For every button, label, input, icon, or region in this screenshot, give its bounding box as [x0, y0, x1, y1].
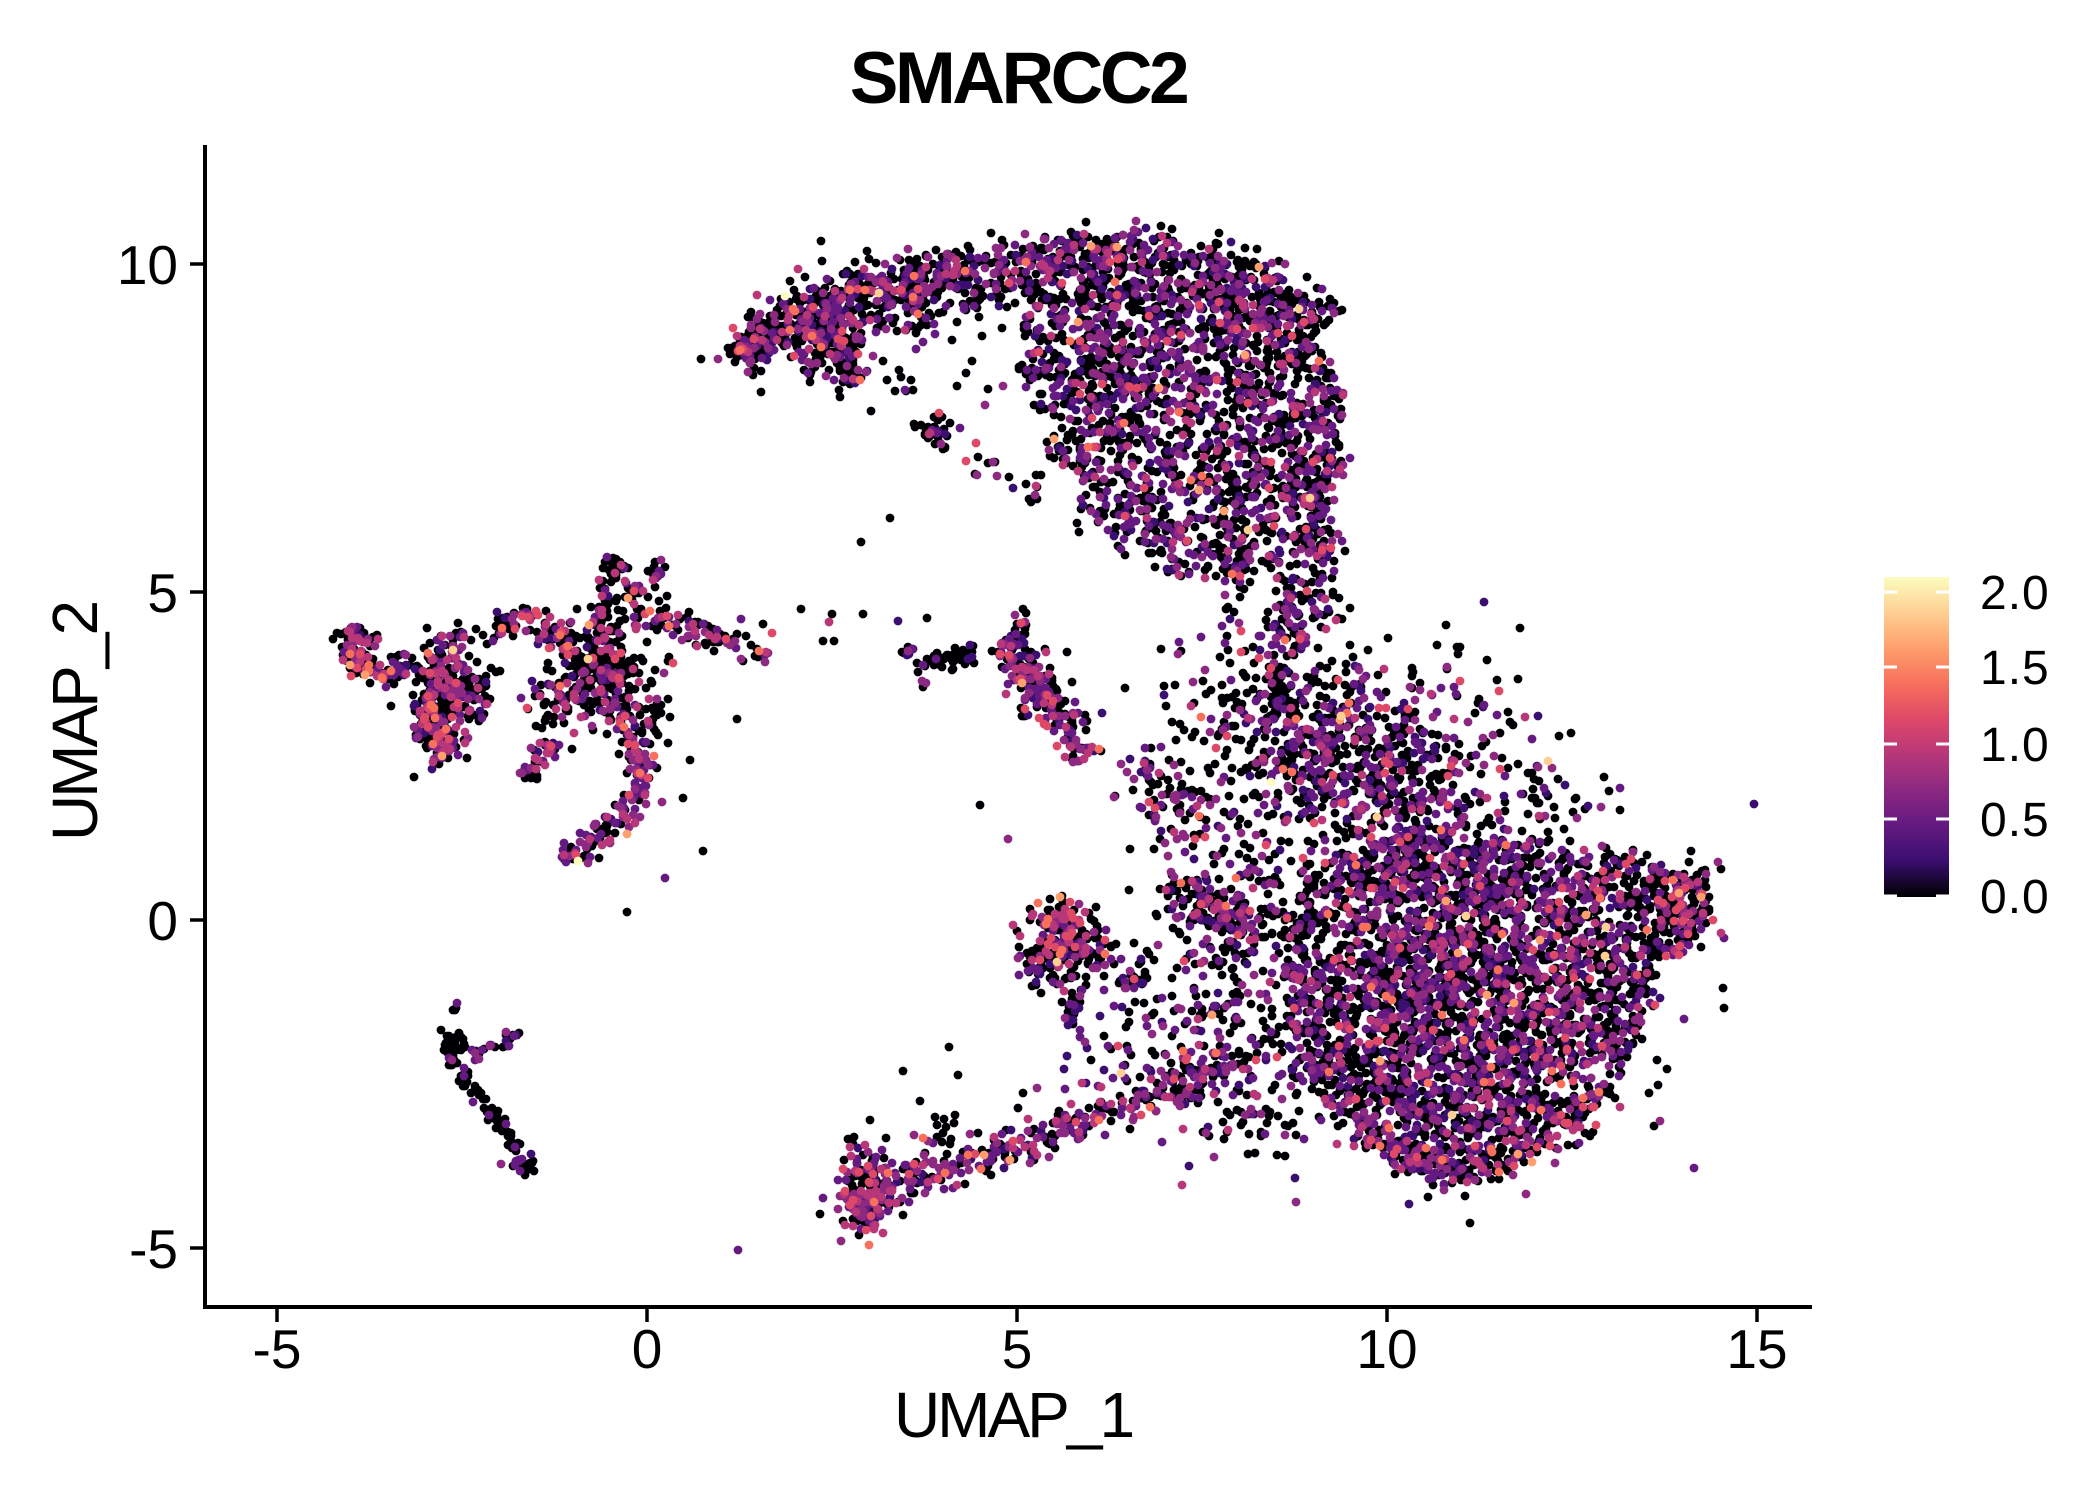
svg-text:1.0: 1.0 — [1980, 719, 2050, 772]
svg-text:UMAP_1: UMAP_1 — [894, 1379, 1133, 1451]
svg-text:1.5: 1.5 — [1980, 642, 2050, 695]
svg-text:0: 0 — [147, 890, 178, 952]
svg-text:-5: -5 — [253, 1318, 302, 1380]
svg-text:-5: -5 — [129, 1218, 178, 1280]
svg-text:2.0: 2.0 — [1980, 567, 2050, 620]
svg-text:5: 5 — [1002, 1318, 1033, 1380]
svg-text:SMARCC2: SMARCC2 — [850, 38, 1187, 119]
svg-text:0.5: 0.5 — [1980, 794, 2050, 847]
svg-text:10: 10 — [117, 234, 178, 296]
svg-text:5: 5 — [147, 562, 178, 624]
svg-text:0: 0 — [632, 1318, 663, 1380]
svg-text:UMAP_2: UMAP_2 — [39, 603, 111, 842]
svg-text:0.0: 0.0 — [1980, 871, 2050, 924]
svg-text:15: 15 — [1726, 1318, 1787, 1380]
svg-text:10: 10 — [1356, 1318, 1417, 1380]
